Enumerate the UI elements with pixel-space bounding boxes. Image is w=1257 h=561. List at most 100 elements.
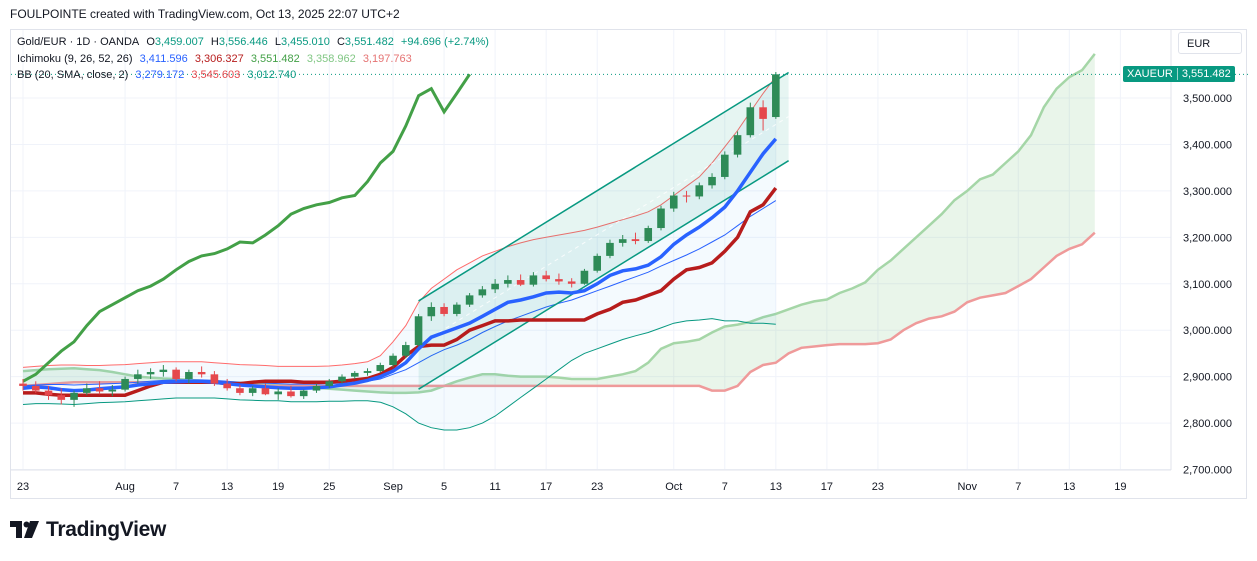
candle-body	[236, 388, 244, 393]
candle-body	[96, 388, 104, 391]
candle-body	[466, 295, 474, 304]
candle-body	[249, 388, 257, 393]
candle-body	[644, 228, 652, 241]
candle-body	[121, 379, 129, 390]
candle-body	[376, 365, 384, 371]
candle-body	[351, 373, 359, 377]
y-tick-label: 2,900.000	[1183, 372, 1232, 384]
x-tick-label: Sep	[383, 481, 403, 493]
candle-body	[338, 377, 346, 382]
candle-body	[83, 388, 91, 393]
candle-body	[147, 372, 155, 374]
candle-body	[415, 316, 423, 345]
candle-body	[211, 374, 219, 383]
candle-body	[683, 196, 691, 197]
candle-body	[670, 196, 678, 209]
ichimoku-lagging-value: 3,551.482	[251, 53, 300, 65]
candle-body	[632, 239, 640, 241]
tradingview-logo[interactable]: TradingView	[10, 518, 166, 542]
tradingview-logo-icon	[10, 521, 40, 539]
candle-body	[45, 391, 53, 396]
y-tick-label: 3,400.000	[1183, 139, 1232, 151]
candle	[747, 103, 755, 138]
candle-body	[325, 381, 333, 386]
candle-body	[721, 155, 729, 177]
x-tick-label: 13	[770, 481, 782, 493]
candle-body	[440, 307, 448, 314]
candle-body	[759, 107, 767, 119]
candle-body	[453, 305, 461, 314]
candle-body	[313, 386, 321, 391]
bb-upper-value: 3,545.603	[191, 69, 240, 81]
ohlc-open: 3,459.007	[155, 36, 204, 48]
candle-body	[109, 390, 117, 392]
candle-body	[300, 391, 308, 397]
x-tick-label: 17	[540, 481, 552, 493]
ichimoku-spanb-value: 3,197.763	[363, 53, 412, 65]
x-tick-label: 25	[323, 481, 335, 493]
candle-body	[479, 289, 487, 295]
candle-body	[185, 372, 193, 379]
candle-body	[262, 388, 270, 394]
x-tick-label: 13	[221, 481, 233, 493]
candle	[734, 131, 742, 157]
candle-body	[274, 392, 282, 395]
ohlc-high-label: H	[211, 36, 219, 48]
candle	[772, 72, 780, 119]
y-tick-label: 3,300.000	[1183, 186, 1232, 198]
ichimoku-spana-value: 3,358.962	[307, 53, 356, 65]
price-chart[interactable]: 3,500.000 3,400.000 3,300.000 3,200.000 3,10…	[11, 30, 1248, 500]
candle-body	[772, 74, 780, 117]
candle-body	[198, 372, 206, 374]
ichimoku-label: Ichimoku (9, 26, 52, 26)	[17, 53, 133, 65]
candle-body	[568, 281, 576, 283]
candle-body	[160, 370, 168, 372]
candle	[657, 206, 665, 231]
x-tick-label: 23	[17, 481, 29, 493]
candle-body	[389, 356, 397, 365]
candle-body	[619, 239, 627, 243]
candle-body	[581, 271, 589, 284]
ohlc-open-label: O	[146, 36, 155, 48]
x-tick-label: Nov	[957, 481, 977, 493]
candle	[593, 254, 601, 273]
candle-body	[57, 395, 65, 400]
legend-bb-row: BB (20, SMA, close, 2) 3,279.172 3,545.6…	[17, 69, 300, 81]
x-tick-label: 7	[173, 481, 179, 493]
candle	[415, 314, 423, 347]
x-tick-label: 19	[1114, 481, 1126, 493]
chart-frame[interactable]: 3,500.000 3,400.000 3,300.000 3,200.000 3,10…	[10, 29, 1247, 499]
y-tick-label: 2,700.000	[1183, 465, 1232, 477]
currency-button[interactable]: EUR	[1178, 32, 1242, 54]
candle-body	[542, 275, 550, 279]
ohlc-change: +94.696 (+2.74%)	[401, 36, 489, 48]
y-tick-label: 3,100.000	[1183, 279, 1232, 291]
candle-body	[402, 345, 410, 356]
x-tick-label: Oct	[665, 481, 682, 493]
candle-body	[593, 256, 601, 271]
candle	[644, 226, 652, 243]
legend-symbol: Gold/EUR · 1D · OANDA	[17, 36, 139, 48]
price-tag-symbol: XAUEUR	[1123, 68, 1178, 80]
x-tick-label: 23	[591, 481, 603, 493]
ohlc-high: 3,556.446	[219, 36, 268, 48]
x-tick-label: 7	[722, 481, 728, 493]
chart-attribution: FOULPOINTE created with TradingView.com,…	[10, 7, 400, 21]
y-tick-label: 2,800.000	[1183, 418, 1232, 430]
candle-body	[223, 384, 231, 389]
candle	[721, 151, 729, 179]
candle-body	[734, 135, 742, 155]
x-tick-label: 19	[272, 481, 284, 493]
price-tag-value: 3,551.482	[1178, 68, 1235, 80]
y-tick-label: 3,200.000	[1183, 232, 1232, 244]
candle-body	[19, 384, 27, 386]
y-tick-label: 3,500.000	[1183, 93, 1232, 105]
candle-body	[172, 370, 180, 379]
candle-body	[70, 393, 78, 400]
x-tick-label: 11	[489, 481, 500, 493]
candle-body	[32, 386, 40, 391]
ichimoku-tenkan-value: 3,411.596	[140, 53, 188, 65]
candle-body	[364, 371, 372, 373]
x-tick-label: 13	[1063, 481, 1075, 493]
candle-body	[428, 307, 436, 316]
